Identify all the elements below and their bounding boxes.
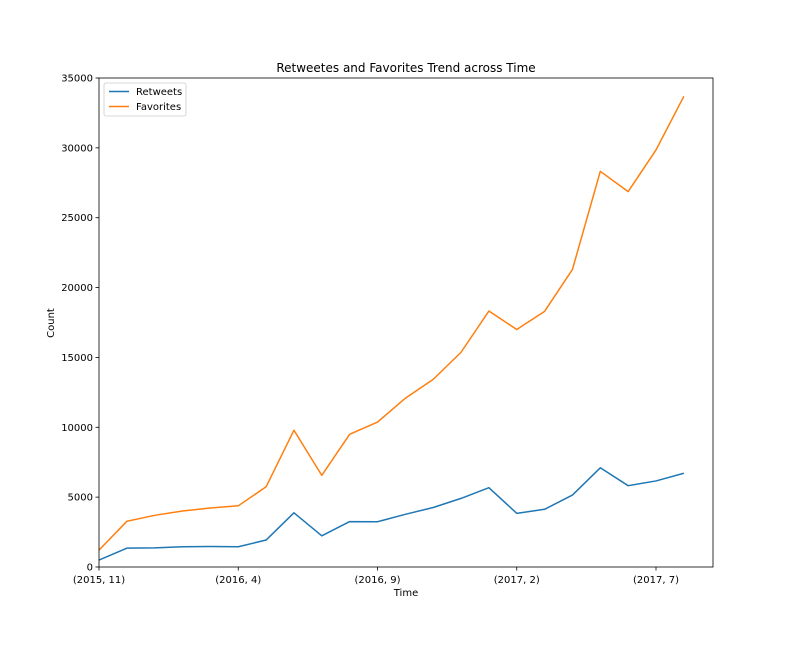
x-axis-label: Time (393, 588, 418, 599)
y-tick-label: 30000 (61, 143, 93, 154)
y-tick-label: 5000 (68, 493, 93, 504)
series-line-retweets (98, 467, 685, 561)
legend: Retweets Favorites (103, 82, 187, 117)
x-tick-label: (2017, 7) (633, 575, 679, 586)
series-line-favorites (98, 95, 685, 551)
x-tick-label: (2016, 9) (355, 575, 401, 586)
y-tick-label: 20000 (61, 283, 93, 294)
x-tick-label: (2017, 2) (494, 575, 540, 586)
plot-area: 0 5000 10000 15000 20000 25000 30000 35000 (2015… (61, 74, 714, 586)
legend-entry: Favorites (136, 102, 181, 113)
chart-title: Retweetes and Favorites Trend across Tim… (276, 61, 535, 75)
x-tick-label: (2015, 11) (73, 575, 125, 586)
x-tick-label: (2016, 4) (215, 575, 261, 586)
y-tick-label: 25000 (61, 213, 93, 224)
legend-entry: Retweets (136, 87, 182, 98)
y-axis-label: Count (46, 308, 57, 338)
y-tick-label: 15000 (61, 353, 93, 364)
y-tick-label: 0 (87, 563, 93, 574)
y-tick-label: 10000 (61, 423, 93, 434)
axes-frame (98, 77, 714, 568)
y-tick-label: 35000 (61, 74, 93, 85)
